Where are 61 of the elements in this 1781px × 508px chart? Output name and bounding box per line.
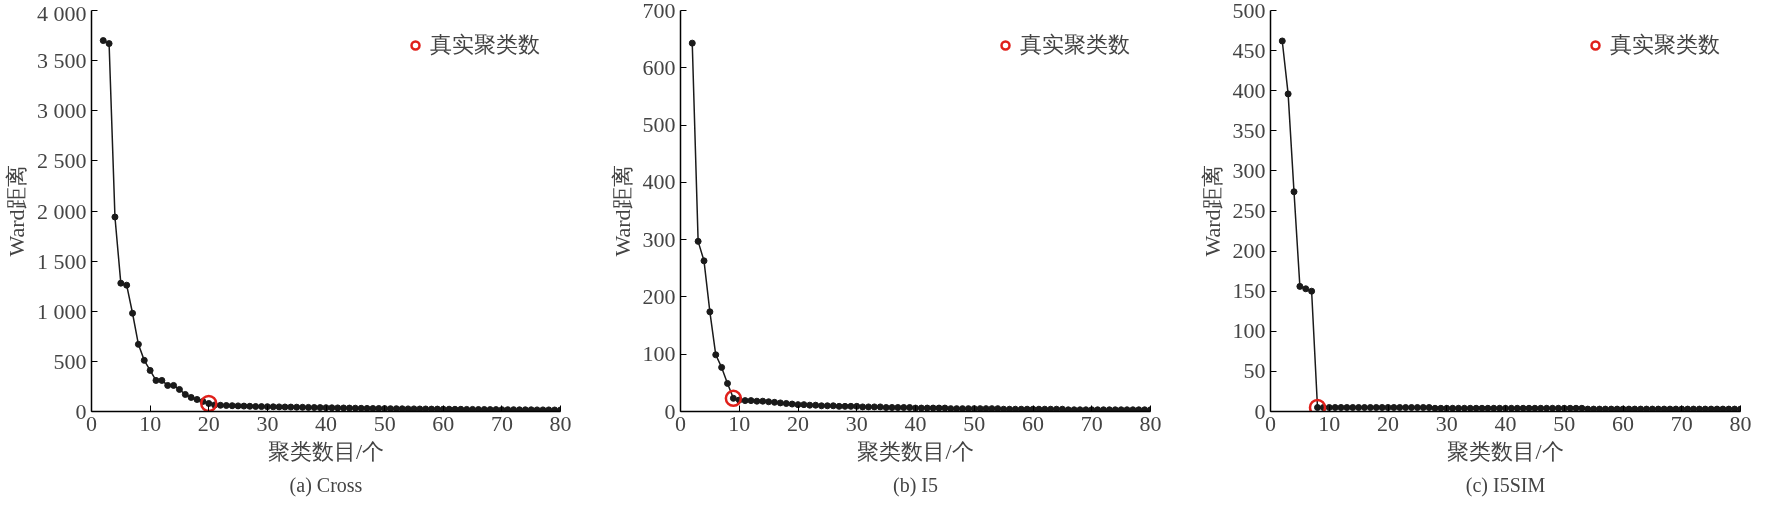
y-tick-label: 400 — [1232, 77, 1266, 103]
y-tick-label: 500 — [53, 348, 87, 374]
legend-label: 真实聚类数 — [1610, 31, 1720, 59]
x-tick-label: 30 — [1435, 410, 1458, 436]
x-tick-label: 80 — [1729, 410, 1752, 436]
x-tick-label: 10 — [1318, 410, 1341, 436]
x-tick-label: 80 — [549, 410, 572, 436]
x-axis-title: 聚类数目/个 — [857, 438, 974, 464]
y-tick-label: 300 — [642, 226, 676, 252]
legend-label: 真实聚类数 — [430, 31, 540, 59]
y-tick-label: 2 000 — [37, 198, 87, 224]
x-tick-label: 40 — [1494, 410, 1517, 436]
y-tick-label: 4 000 — [37, 0, 87, 26]
x-tick-label: 70 — [490, 410, 513, 436]
y-tick-label: 200 — [642, 283, 676, 309]
x-axis-title: 聚类数目/个 — [267, 438, 385, 464]
y-tick-label: 500 — [1232, 0, 1266, 23]
y-tick-label: 250 — [1232, 198, 1266, 223]
y-axis-title: Ward距离 — [4, 165, 29, 257]
x-tick-label: 50 — [373, 410, 396, 436]
y-tick-label: 450 — [1232, 37, 1266, 63]
y-tick-label: 3 000 — [37, 98, 87, 124]
x-tick-label: 50 — [963, 410, 986, 436]
y-tick-label: 600 — [642, 54, 676, 80]
y-tick-label: 1 500 — [37, 248, 87, 274]
x-tick-label: 50 — [1553, 410, 1576, 436]
y-tick-label: 150 — [1232, 278, 1266, 304]
y-tick-label: 3 500 — [37, 48, 87, 74]
text: (c) I5SIM — [1465, 473, 1546, 497]
y-tick-label: 200 — [1232, 238, 1266, 264]
x-tick-label: 20 — [1377, 410, 1399, 436]
y-tick-label: 2 500 — [37, 148, 87, 174]
y-tick-label: 400 — [642, 169, 676, 195]
text: (a) Cross — [289, 473, 363, 497]
x-tick-label: 30 — [845, 410, 868, 436]
y-tick-label: 300 — [1232, 157, 1266, 183]
x-tick-label: 60 — [432, 410, 455, 436]
x-tick-label: 40 — [904, 410, 927, 436]
x-tick-label: 20 — [787, 410, 809, 436]
y-tick-label: 100 — [1232, 318, 1266, 344]
y-tick-label: 500 — [642, 112, 676, 138]
x-tick-label: 10 — [139, 410, 162, 436]
y-tick-label: 1 000 — [37, 298, 87, 324]
x-tick-label: 40 — [315, 410, 337, 436]
x-tick-label: 60 — [1612, 410, 1634, 436]
x-tick-label: 10 — [728, 410, 751, 436]
x-tick-label: 70 — [1670, 410, 1693, 436]
x-tick-label: 80 — [1139, 410, 1162, 436]
x-tick-label: 20 — [197, 410, 220, 436]
text: (b) I5 — [893, 473, 938, 497]
y-axis-title: Ward距离 — [1199, 165, 1225, 257]
y-tick-label: 700 — [642, 0, 676, 23]
y-tick-label: 50 — [1243, 358, 1266, 384]
x-tick-label: 30 — [256, 410, 279, 436]
x-axis-title: 聚类数目/个 — [1447, 438, 1564, 464]
legend-label: 真实聚类数 — [1020, 31, 1130, 59]
x-tick-label: 70 — [1080, 410, 1103, 436]
y-tick-label: 350 — [1232, 117, 1266, 143]
y-axis-title: Ward距离 — [609, 165, 635, 257]
x-tick-label: 60 — [1022, 410, 1044, 436]
y-tick-label: 100 — [642, 341, 676, 367]
